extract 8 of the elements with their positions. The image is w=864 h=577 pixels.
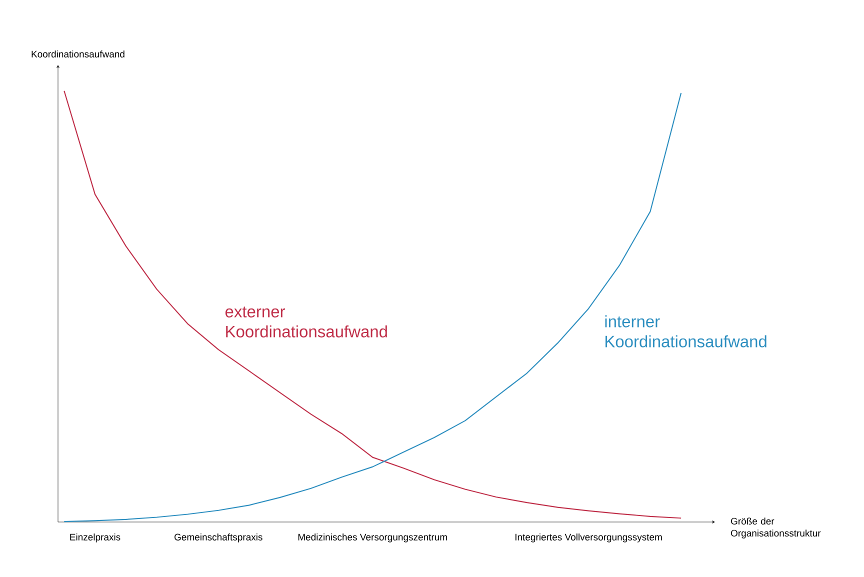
y-axis-title: Koordinationsaufwand (32, 50, 124, 58)
x-axis-title: Größe der Organisationsstruktur (730, 518, 821, 538)
x-tick-label: Medizinisches Versorgungszentrum (298, 534, 447, 542)
series-label: interner Koordinationsaufwand (605, 315, 766, 348)
x-tick-label: Integriertes Vollversorgungssystem (515, 534, 662, 542)
series-label: externer Koordinationsaufwand (225, 306, 387, 338)
x-tick-label: Einzelpraxis (70, 534, 120, 542)
x-tick-label: Gemeinschaftspraxis (174, 534, 262, 542)
